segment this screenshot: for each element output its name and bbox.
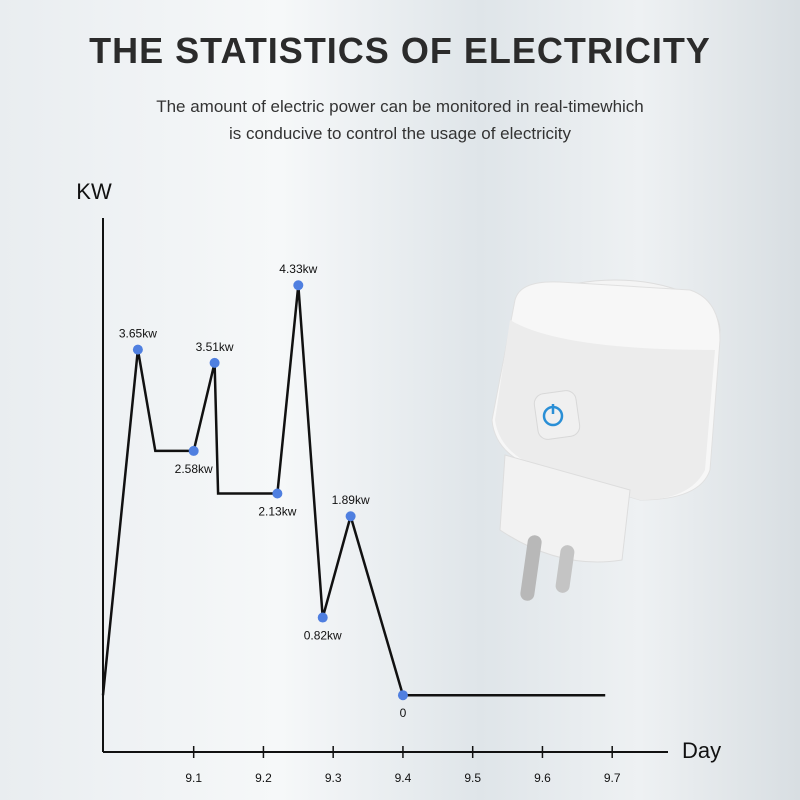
data-point <box>132 344 143 355</box>
data-label: 0 <box>400 706 407 720</box>
x-axis-title: Day <box>682 738 721 763</box>
x-tick-label: 9.2 <box>255 771 272 785</box>
data-label: 4.33kw <box>279 262 317 276</box>
x-tick-label: 9.7 <box>604 771 621 785</box>
data-label: 2.58kw <box>175 462 213 476</box>
title: THE STATISTICS OF ELECTRICITY <box>89 30 711 71</box>
x-tick-label: 9.4 <box>395 771 412 785</box>
data-label: 2.13kw <box>258 505 296 519</box>
data-label: 1.89kw <box>332 493 370 507</box>
data-line <box>101 285 606 697</box>
x-tick-label: 9.1 <box>185 771 202 785</box>
data-point <box>345 511 356 522</box>
x-tick-label: 9.5 <box>464 771 481 785</box>
subtitle: The amount of electric power can be moni… <box>156 97 644 116</box>
x-tick-label: 9.6 <box>534 771 551 785</box>
data-point <box>397 690 408 701</box>
x-tick-label: 9.3 <box>325 771 342 785</box>
y-axis-title: KW <box>76 179 112 204</box>
data-point <box>317 612 328 623</box>
data-label: 3.51kw <box>196 340 234 354</box>
data-point <box>209 357 220 368</box>
smart-plug <box>491 279 721 601</box>
data-point <box>272 488 283 499</box>
data-label: 0.82kw <box>304 629 342 643</box>
data-point <box>188 445 199 456</box>
data-label: 3.65kw <box>119 327 157 341</box>
data-point <box>293 280 304 291</box>
subtitle: is conducive to control the usage of ele… <box>228 124 572 143</box>
